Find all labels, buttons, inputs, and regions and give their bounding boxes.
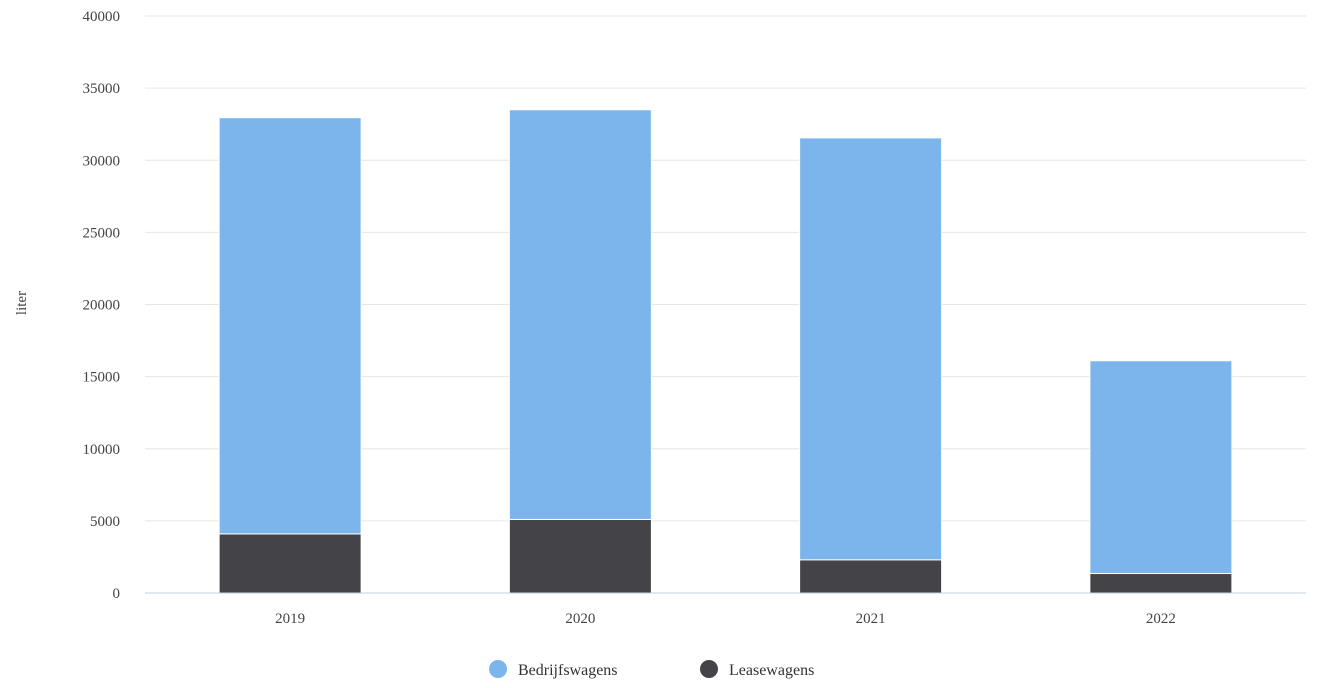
legend-item-leasewagens[interactable]: Leasewagens	[700, 660, 814, 679]
bar-segment-leasewagens-2022[interactable]	[1089, 573, 1233, 594]
x-tick-label: 2019	[275, 611, 305, 627]
legend-marker-icon	[489, 660, 507, 678]
bar-segment-bedrijfswagens-2019[interactable]	[218, 117, 362, 535]
bars	[218, 109, 1233, 594]
y-tick-label: 40000	[83, 9, 121, 25]
legend-label: Bedrijfswagens	[518, 662, 618, 679]
x-tick-label: 2020	[565, 611, 595, 627]
y-tick-label: 25000	[83, 225, 121, 241]
bar-segment-leasewagens-2019[interactable]	[218, 533, 362, 594]
bar-segment-bedrijfswagens-2021[interactable]	[799, 137, 943, 561]
bar-segment-bedrijfswagens-2020[interactable]	[508, 109, 652, 520]
y-axis-title: liter	[14, 291, 30, 315]
y-tick-label: 10000	[83, 442, 121, 458]
bar-segment-leasewagens-2021[interactable]	[799, 559, 943, 594]
legend-marker-icon	[700, 660, 718, 678]
y-tick-label: 15000	[83, 370, 121, 386]
legend-label: Leasewagens	[729, 662, 814, 679]
y-tick-label: 30000	[83, 153, 121, 169]
legend: Bedrijfswagens Leasewagens	[489, 660, 814, 679]
y-axis-ticks: 0 5000 10000 15000 20000 25000 30000 35000 40000	[83, 9, 121, 602]
x-tick-label: 2022	[1146, 611, 1176, 627]
bar-segment-bedrijfswagens-2022[interactable]	[1089, 360, 1233, 575]
x-tick-label: 2021	[856, 611, 886, 627]
x-axis-ticks: 2019 2020 2021 2022	[275, 611, 1176, 627]
bar-segment-leasewagens-2020[interactable]	[508, 518, 652, 594]
y-tick-label: 5000	[90, 514, 120, 530]
y-tick-label: 20000	[83, 298, 121, 314]
y-tick-label: 0	[113, 586, 121, 602]
y-tick-label: 35000	[83, 81, 121, 97]
legend-item-bedrijfswagens[interactable]: Bedrijfswagens	[489, 660, 618, 679]
